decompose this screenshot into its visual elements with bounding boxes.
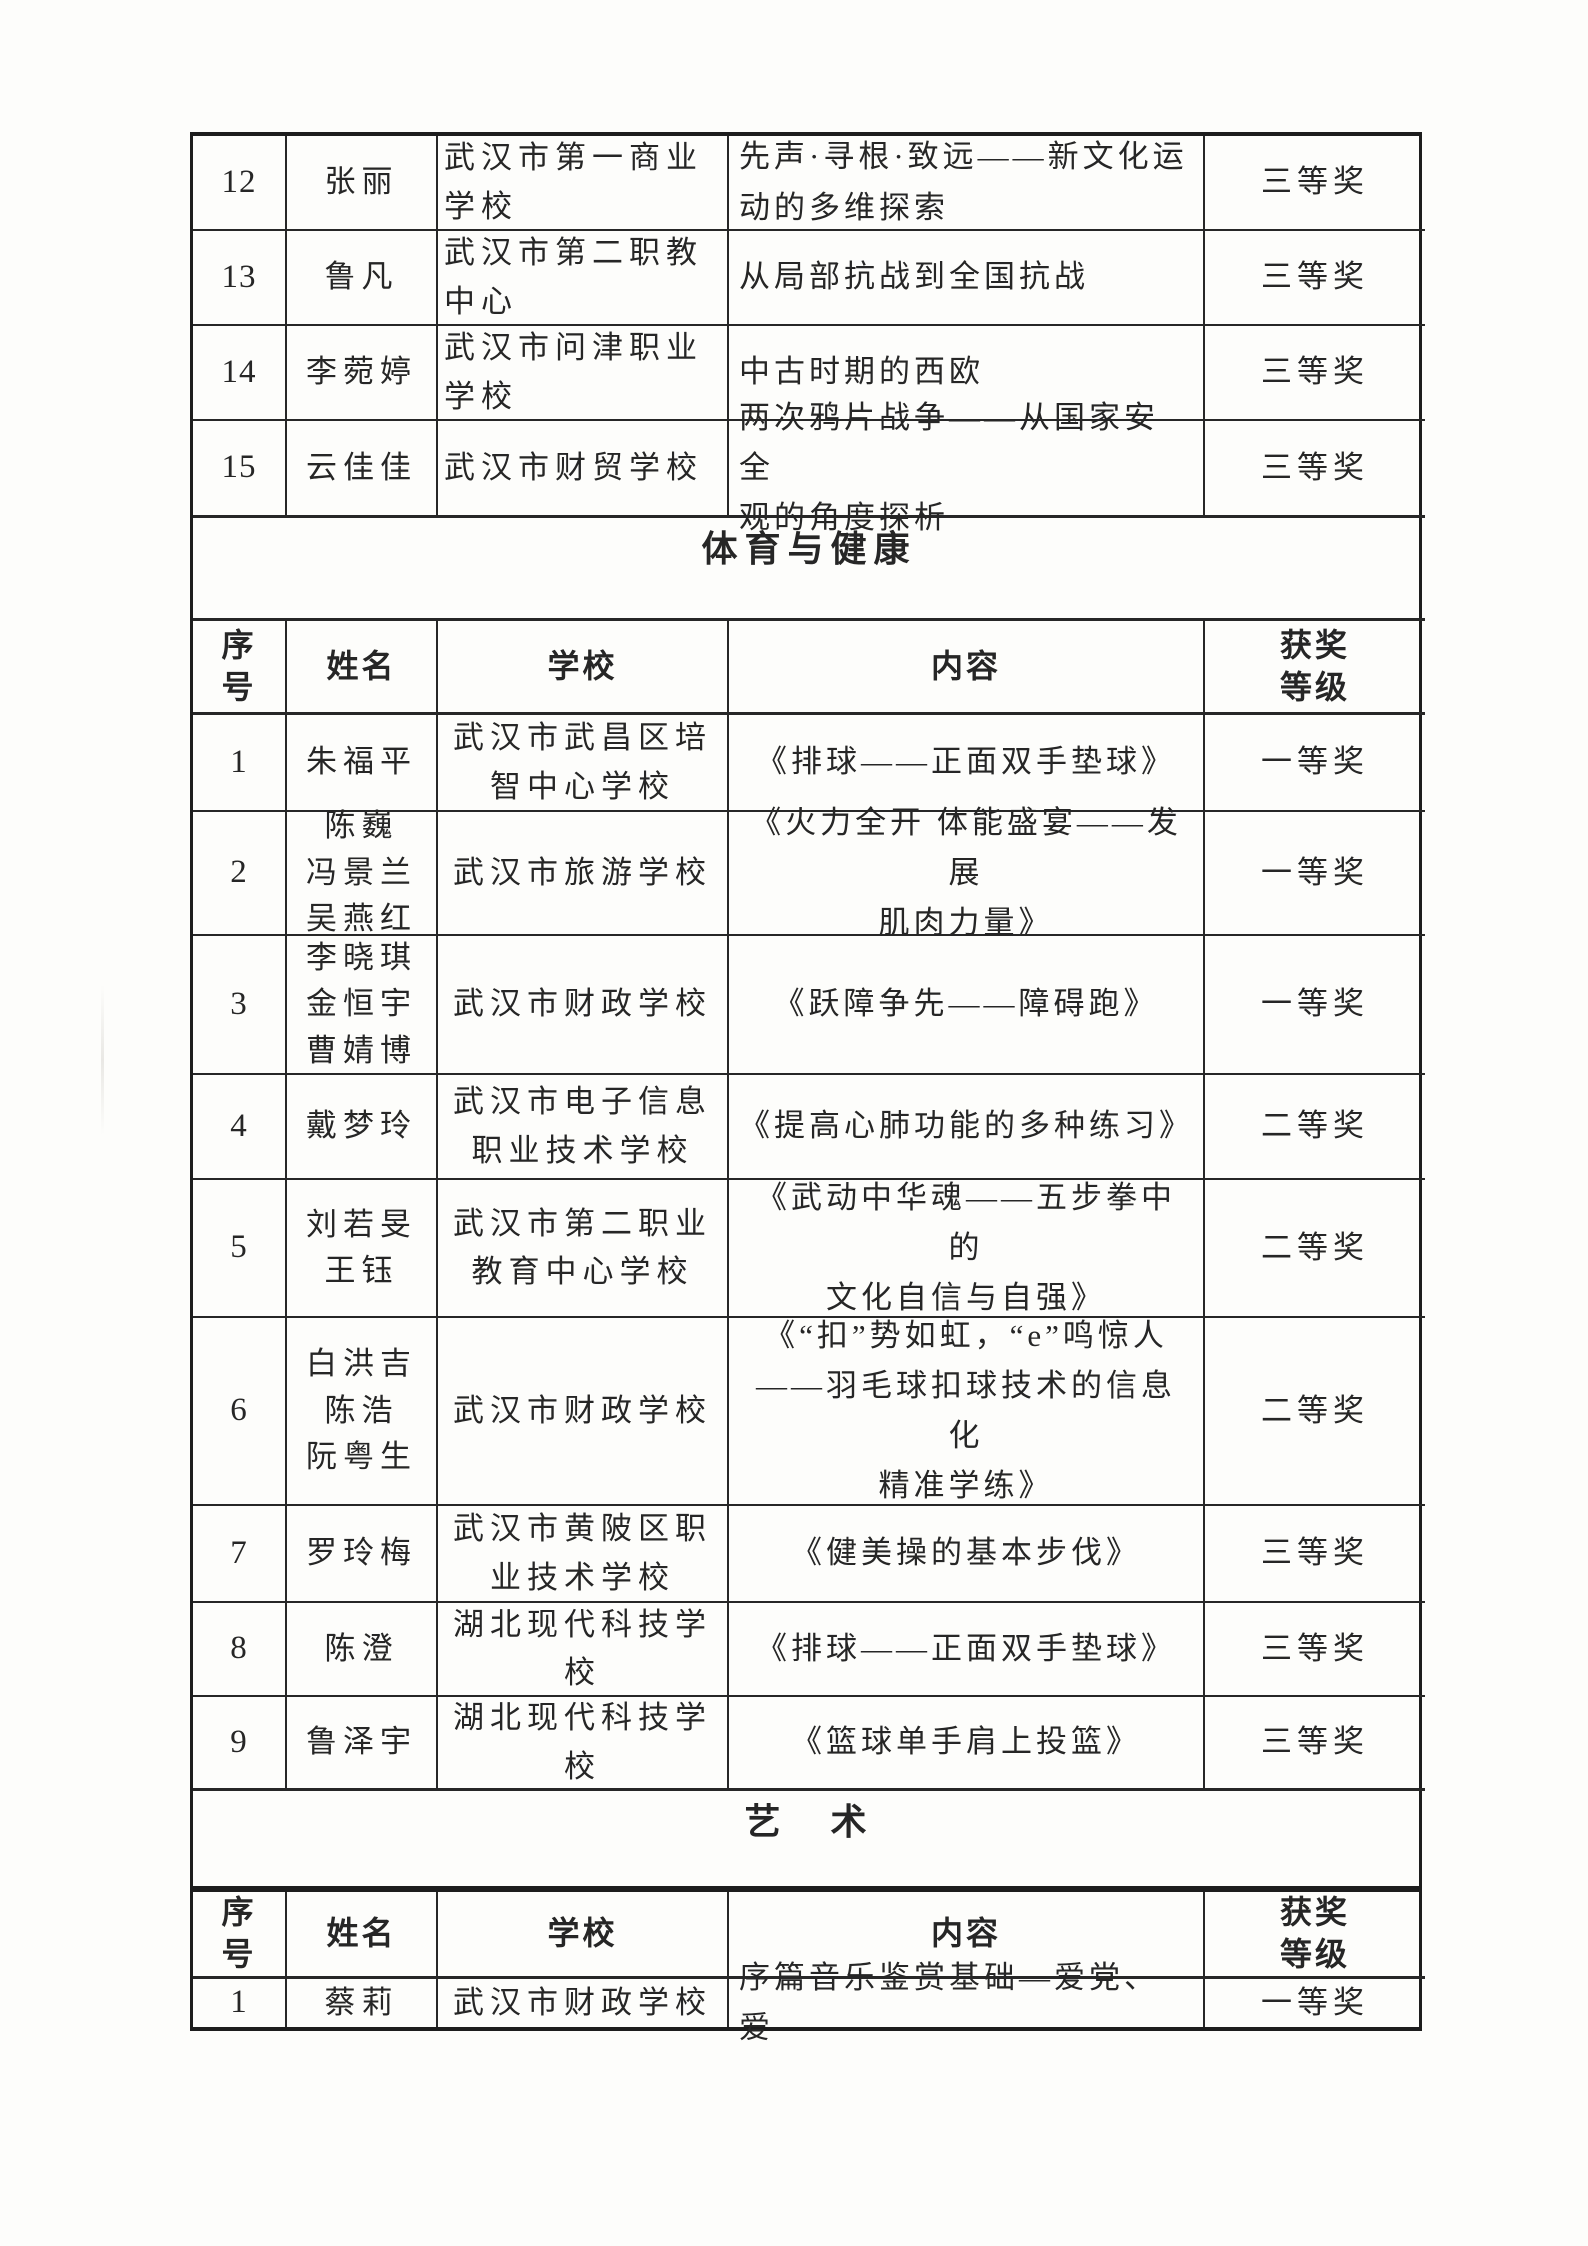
content-cell: 《跃障争先——障碍跑》 xyxy=(729,936,1205,1075)
serial-cell: 6 xyxy=(193,1318,287,1506)
award-cell: 一等奖 xyxy=(1261,1984,1369,2020)
name-cell: 鲁凡 xyxy=(287,231,438,326)
school-cell: 湖北现代科技学 校 xyxy=(438,1603,729,1697)
header-content: 内容 xyxy=(729,1892,1205,1979)
content-cell: 《排球——正面双手垫球》 xyxy=(729,1603,1205,1697)
scan-artifact xyxy=(101,985,104,1135)
name-cell: 罗玲梅 xyxy=(287,1506,438,1603)
award-cell: 一等奖 xyxy=(1205,812,1425,936)
header-serial: 序 号 xyxy=(193,621,287,715)
content-cell: 《篮球单手肩上投篮》 xyxy=(729,1697,1205,1791)
award-table-main: 12 张丽 武汉市第一商业 学校 先声·寻根·致远——新文化运 动的多维探索 三… xyxy=(190,132,1425,1889)
award-cell: 一等奖 xyxy=(1205,936,1425,1075)
school-cell: 武汉市第二职业 教育中心学校 xyxy=(438,1180,729,1318)
serial-cell: 14 xyxy=(193,326,287,421)
serial-cell: 12 xyxy=(193,136,287,231)
name-cell: 陈巍 冯景兰 吴燕红 xyxy=(287,808,438,936)
school-cell: 武汉市财政学校 xyxy=(438,1318,729,1506)
school-cell: 武汉市财贸学校 xyxy=(438,421,729,518)
content-cell: 中古时期的西欧 xyxy=(729,326,1205,421)
serial-cell: 1 xyxy=(193,1979,287,2027)
school-cell: 武汉市问津职业 学校 xyxy=(438,326,729,421)
award-cell: 二等奖 xyxy=(1205,1075,1425,1180)
header-school: 学校 xyxy=(438,1892,729,1979)
name-cell: 刘若旻 王钰 xyxy=(287,1180,438,1318)
serial-cell: 15 xyxy=(193,421,287,518)
content-cell: 《“扣”势如虹，“e”鸣惊人 ——羽毛球扣球技术的信息化 精准学练》 xyxy=(729,1318,1205,1506)
header-award: 获奖 等级 xyxy=(1205,621,1425,715)
school-cell: 武汉市第二职教 中心 xyxy=(438,231,729,326)
award-cell: 二等奖 xyxy=(1205,1318,1425,1506)
header-name: 姓名 xyxy=(287,621,438,715)
school-cell: 湖北现代科技学 校 xyxy=(438,1697,729,1791)
header-name: 姓名 xyxy=(287,1892,438,1979)
school-cell: 武汉市电子信息 职业技术学校 xyxy=(438,1075,729,1180)
header-content: 内容 xyxy=(729,621,1205,715)
content-cell: 《提高心肺功能的多种练习》 xyxy=(729,1075,1205,1180)
name-cell: 白洪吉 陈浩 阮粤生 xyxy=(287,1318,438,1506)
school-cell: 武汉市黄陂区职 业技术学校 xyxy=(438,1506,729,1603)
content-cell: 先声·寻根·致远——新文化运 动的多维探索 xyxy=(729,136,1205,231)
content-cell: 《火力全开 体能盛宴——发展 肌肉力量》 xyxy=(729,805,1205,940)
content-cell: 《武动中华魂——五步拳中的 文化自信与自强》 xyxy=(729,1180,1205,1318)
award-cell: 三等奖 xyxy=(1205,1697,1425,1791)
serial-cell: 2 xyxy=(193,812,287,936)
name-cell: 陈澄 xyxy=(287,1603,438,1697)
award-cell: 三等奖 xyxy=(1205,136,1425,231)
school-cell: 武汉市财政学校 xyxy=(438,1979,729,2027)
serial-cell: 1 xyxy=(193,715,287,812)
serial-cell: 8 xyxy=(193,1603,287,1697)
school-cell: 武汉市财政学校 xyxy=(438,936,729,1075)
school-cell: 武汉市旅游学校 xyxy=(438,812,729,936)
name-cell: 李菀婷 xyxy=(287,326,438,421)
award-cell: 三等奖 xyxy=(1205,1603,1425,1697)
award-cell: 三等奖 xyxy=(1205,326,1425,421)
name-cell: 朱福平 xyxy=(287,715,438,812)
award-cell: 二等奖 xyxy=(1205,1180,1425,1318)
serial-cell: 4 xyxy=(193,1075,287,1180)
header-school: 学校 xyxy=(438,621,729,715)
content-cell: 《排球——正面双手垫球》 xyxy=(729,715,1205,812)
award-cell: 三等奖 xyxy=(1205,231,1425,326)
school-cell: 武汉市武昌区培 智中心学校 xyxy=(438,715,729,812)
award-table-art: 序 号 姓名 学校 内容 获奖 等级 1 蔡莉 武汉市财政学校 序篇音乐鉴赏基础… xyxy=(190,1888,1425,2045)
art-section-title: 艺 术 xyxy=(744,1802,874,1842)
content-cell: 《健美操的基本步伐》 xyxy=(729,1506,1205,1603)
content-cell: 序篇音乐鉴赏基础—爱党、爱 xyxy=(729,1960,1205,2045)
name-cell: 李晓琪 金恒宇 曹婧博 xyxy=(287,936,438,1075)
award-cell: 一等奖 xyxy=(1205,715,1425,812)
name-cell: 蔡莉 xyxy=(287,1979,438,2027)
serial-cell: 9 xyxy=(193,1697,287,1791)
name-cell: 鲁泽宇 xyxy=(287,1697,438,1791)
name-cell: 云佳佳 xyxy=(287,421,438,518)
name-cell: 戴梦玲 xyxy=(287,1075,438,1180)
serial-cell: 13 xyxy=(193,231,287,326)
pe-section-title: 体育与健康 xyxy=(193,518,1425,621)
header-award: 获奖 等级 xyxy=(1205,1892,1425,1979)
content-cell: 从局部抗战到全国抗战 xyxy=(729,231,1205,326)
serial-cell: 7 xyxy=(193,1506,287,1603)
name-cell: 张丽 xyxy=(287,136,438,231)
content-cell: 两次鸦片战争——从国家安全 观的角度探析 xyxy=(729,400,1205,535)
school-cell: 武汉市第一商业 学校 xyxy=(438,136,729,231)
award-cell: 三等奖 xyxy=(1205,421,1425,518)
serial-cell: 3 xyxy=(193,936,287,1075)
serial-cell: 5 xyxy=(193,1180,287,1318)
header-serial: 序 号 xyxy=(193,1892,287,1979)
award-cell: 三等奖 xyxy=(1205,1506,1425,1603)
